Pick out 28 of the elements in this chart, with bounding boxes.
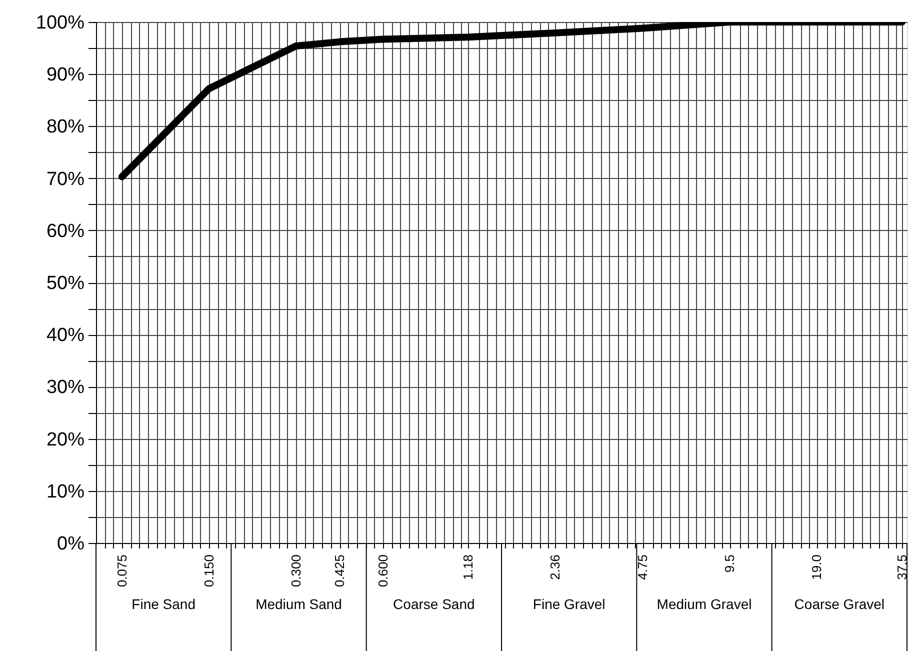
- y-tick-label: 0%: [57, 534, 85, 554]
- x-tick-label: 4.75: [635, 554, 650, 580]
- y-tick-label: 50%: [46, 273, 85, 294]
- x-tick-label: 9.5: [722, 554, 738, 573]
- x-tick-label: 19.0: [809, 554, 824, 580]
- text: Fine Sand: [132, 596, 196, 612]
- x-tick-label: 0.150: [201, 554, 216, 588]
- x-tick-label: 1.18: [460, 554, 476, 580]
- y-tick-label: 10%: [46, 481, 85, 502]
- y-tick-label: 60%: [46, 220, 85, 242]
- y-tick-label: 40%: [46, 325, 85, 346]
- x-tick-label: 0.075: [114, 554, 130, 588]
- x-tick-label: 37.5: [894, 554, 910, 580]
- x-tick-label: 2.36: [547, 554, 562, 580]
- y-tick-label: 90%: [46, 64, 85, 86]
- y-tick-label: 80%: [46, 116, 85, 138]
- text: Medium Gravel: [656, 596, 752, 612]
- text: Coarse Gravel: [794, 596, 885, 612]
- text: Fine Gravel: [532, 596, 606, 612]
- text: Medium Sand: [256, 596, 342, 612]
- x-tick-label: 0.600: [375, 554, 390, 588]
- text: Coarse Sand: [393, 596, 475, 612]
- x-tick-label: 0.300: [288, 554, 304, 588]
- y-tick-label: 70%: [46, 168, 85, 190]
- y-tick-label: 20%: [46, 429, 85, 450]
- x-tick-label: 0.425: [332, 554, 348, 588]
- y-tick-label: 100%: [36, 12, 85, 34]
- y-tick-label: 30%: [46, 377, 85, 398]
